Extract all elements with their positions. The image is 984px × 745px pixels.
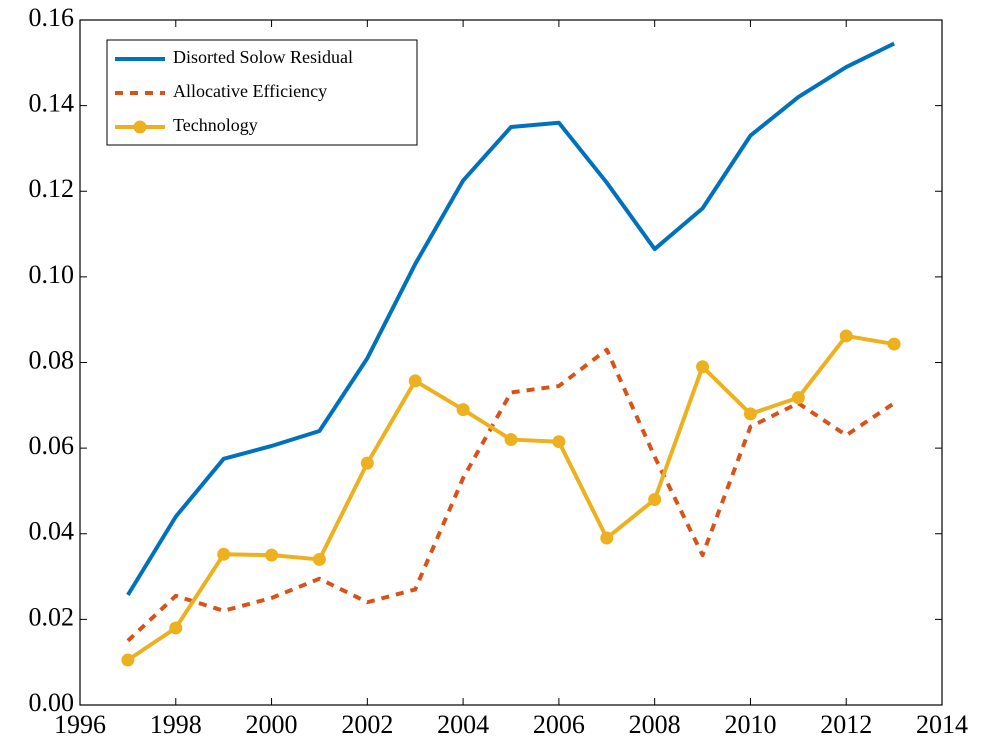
series-marker <box>600 531 614 545</box>
y-tick-label: 0.06 <box>29 431 75 460</box>
legend-label: Technology <box>173 115 258 135</box>
x-tick-label: 2004 <box>437 710 489 739</box>
series-marker <box>217 547 231 561</box>
legend-marker <box>133 120 147 134</box>
series-marker <box>504 433 518 447</box>
x-tick-label: 2014 <box>916 710 968 739</box>
series-marker <box>360 456 374 470</box>
y-tick-label: 0.14 <box>29 89 75 118</box>
y-tick-label: 0.04 <box>29 517 75 546</box>
series-marker <box>552 435 566 449</box>
series-line <box>126 333 895 662</box>
y-tick-label: 0.00 <box>29 688 75 717</box>
series-line <box>126 41 895 597</box>
series-marker <box>169 621 183 635</box>
series-marker <box>265 548 279 562</box>
x-tick-label: 2000 <box>246 710 298 739</box>
x-tick-label: 2008 <box>629 710 681 739</box>
y-tick-label: 0.16 <box>29 3 75 32</box>
legend-label: Disorted Solow Residual <box>173 47 353 67</box>
series-marker <box>456 403 470 417</box>
series-marker <box>408 374 422 388</box>
series-marker <box>887 337 901 351</box>
series-marker <box>696 360 710 374</box>
x-tick-label: 2002 <box>341 710 393 739</box>
y-tick-label: 0.10 <box>29 260 75 289</box>
y-tick-label: 0.12 <box>29 174 75 203</box>
series-marker <box>312 552 326 566</box>
x-tick-label: 1996 <box>54 710 106 739</box>
y-tick-label: 0.02 <box>29 602 75 631</box>
series-marker <box>743 407 757 421</box>
x-tick-label: 2010 <box>724 710 776 739</box>
series-marker <box>839 329 853 343</box>
legend-label: Allocative Efficiency <box>173 81 327 101</box>
series-line <box>126 347 896 643</box>
series-marker <box>791 391 805 405</box>
y-tick-label: 0.08 <box>29 345 75 374</box>
x-tick-label: 2006 <box>533 710 585 739</box>
series-marker <box>648 493 662 506</box>
x-tick-label: 1998 <box>150 710 202 739</box>
series-marker <box>121 653 135 667</box>
x-tick-label: 2012 <box>820 710 872 739</box>
